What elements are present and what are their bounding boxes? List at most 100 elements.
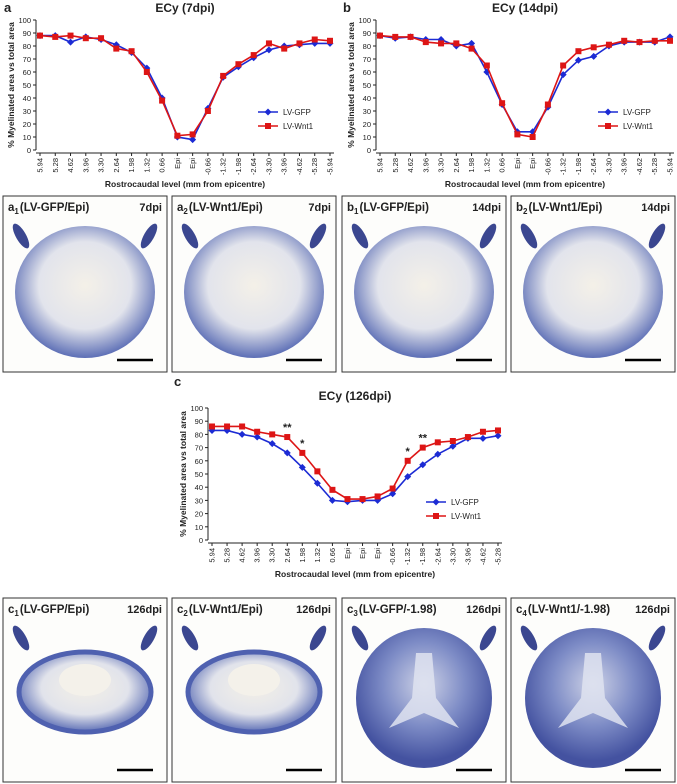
x-tick-label: -3.96: [463, 548, 472, 565]
panel-caption: b1(LV-GFP/Epi): [347, 202, 429, 216]
marker: [239, 423, 246, 430]
marker: [98, 35, 105, 42]
panel-caption: a1(LV-GFP/Epi): [8, 202, 89, 216]
marker: [449, 438, 456, 444]
legend-marker: [433, 513, 439, 519]
marker: [544, 101, 551, 108]
marker: [265, 40, 272, 47]
x-tick-label: -0.66: [388, 548, 397, 565]
x-tick-label: 3.96: [81, 158, 90, 173]
series-line: [212, 429, 499, 503]
x-tick-label: 1.98: [467, 158, 476, 173]
panel-caption: c3(LV-GFP/-1.98): [347, 604, 437, 618]
x-tick-label: 2.64: [452, 158, 461, 173]
nerve-root: [351, 625, 369, 651]
marker: [359, 496, 366, 503]
marker: [449, 442, 457, 450]
micrograph-panel: b2(LV-Wnt1/Epi) 14dpi: [510, 195, 676, 373]
marker: [67, 32, 74, 39]
marker: [621, 37, 628, 44]
legend-label: LV-Wnt1: [283, 122, 314, 131]
y-tick-label: 20: [23, 120, 31, 129]
x-tick-label: 1.98: [127, 158, 136, 173]
marker: [392, 33, 399, 40]
x-tick-label: -5.28: [494, 548, 503, 565]
marker: [113, 45, 120, 52]
y-tick-label: 50: [195, 470, 203, 479]
panel-condition: (LV-Wnt1/Epi): [189, 604, 263, 616]
panel-time: 14dpi: [641, 202, 670, 214]
x-tick-label: -4.62: [635, 158, 644, 175]
marker: [434, 439, 441, 446]
marker: [636, 39, 643, 46]
marker: [253, 433, 261, 441]
nerve-root: [648, 223, 666, 249]
nerve-root: [351, 223, 369, 249]
y-tick-label: 20: [363, 120, 371, 129]
x-tick-label: Epi: [373, 548, 382, 559]
micrograph-panel: a1(LV-GFP/Epi) 7dpi: [2, 195, 168, 373]
x-tick-label: -3.96: [620, 158, 629, 175]
x-tick-label: -1.98: [234, 158, 243, 175]
x-axis-label: Rostrocaudal level (mm from epicentre): [275, 569, 435, 579]
marker: [82, 35, 89, 42]
marker: [422, 39, 429, 46]
marker: [209, 423, 215, 430]
y-tick-label: 30: [195, 496, 203, 505]
nerve-root: [181, 223, 199, 249]
marker: [495, 427, 501, 434]
marker: [329, 486, 336, 493]
panel-caption: c2(LV-Wnt1/Epi): [177, 604, 263, 618]
panel-letter: b: [516, 202, 523, 214]
marker: [404, 457, 411, 464]
panel-letter: a: [8, 202, 15, 214]
significance: *: [300, 438, 305, 450]
x-tick-label: 2.64: [112, 158, 121, 173]
x-tick-label: -4.62: [478, 548, 487, 565]
y-tick-label: 90: [23, 29, 31, 38]
x-tick-label: 5.28: [391, 158, 400, 173]
x-tick-label: 4.62: [406, 158, 415, 173]
nerve-root: [648, 625, 666, 651]
x-tick-label: 0.66: [328, 548, 337, 563]
marker: [468, 39, 476, 47]
marker: [575, 48, 582, 55]
x-tick-label: -0.66: [203, 158, 212, 175]
x-tick-label: -1.32: [559, 158, 568, 175]
marker: [453, 40, 460, 47]
marker: [419, 461, 427, 469]
x-tick-label: -1.98: [574, 158, 583, 175]
grey-matter: [558, 653, 628, 728]
marker: [159, 97, 166, 104]
y-tick-label: 60: [363, 68, 371, 77]
x-tick-label: -0.66: [543, 158, 552, 175]
marker: [299, 449, 306, 456]
marker: [560, 62, 567, 69]
tissue-core: [59, 664, 111, 696]
nerve-root: [181, 625, 199, 651]
panel-condition: (LV-GFP/Epi): [20, 202, 90, 214]
panel-condition: (LV-GFP/-1.98): [359, 604, 437, 616]
tissue: [523, 226, 663, 358]
y-tick-label: 40: [195, 483, 203, 492]
legend-marker: [265, 123, 271, 129]
panel-subscript: 4: [522, 609, 527, 618]
marker: [238, 430, 246, 438]
marker: [37, 32, 43, 39]
significance: *: [406, 446, 411, 458]
x-tick-label: 3.30: [97, 158, 106, 173]
x-tick-label: Epi: [343, 548, 352, 559]
marker: [254, 428, 261, 435]
y-tick-label: 10: [195, 523, 203, 532]
marker: [52, 33, 59, 40]
y-axis-label: % Myelinated area vs total area: [346, 22, 356, 148]
panel-time: 14dpi: [472, 202, 501, 214]
marker: [235, 61, 242, 68]
x-tick-label: 1.32: [482, 158, 491, 173]
x-tick-label: 2.64: [283, 548, 292, 563]
significance: **: [418, 433, 427, 445]
y-tick-label: 60: [195, 457, 203, 466]
y-tick-label: 80: [363, 42, 371, 51]
marker: [143, 69, 150, 75]
